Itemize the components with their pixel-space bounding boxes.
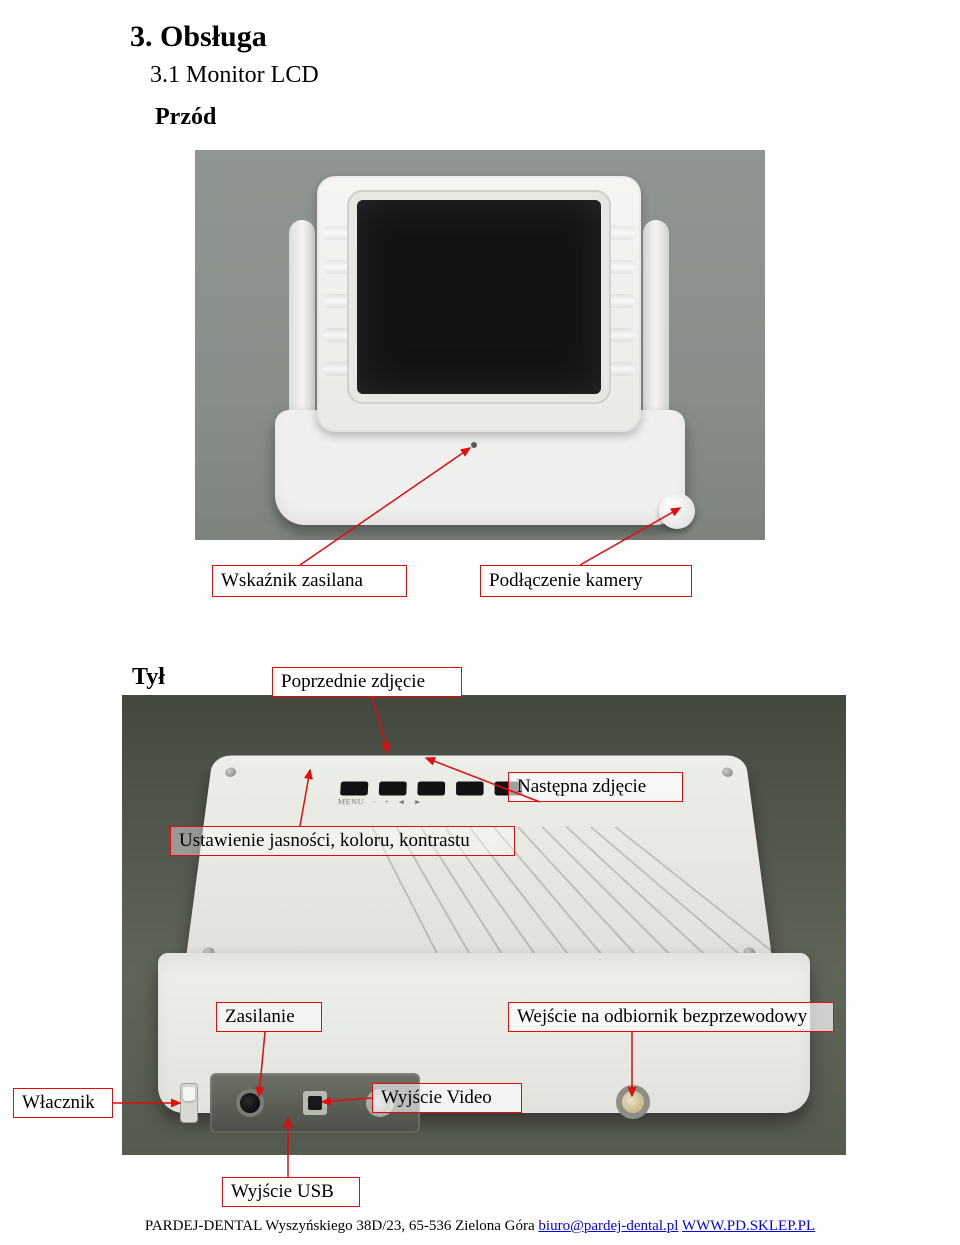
label-wireless-receiver-in: Wejście na odbiornik bezprzewodowy [508,1002,834,1032]
label-text: Ustawienie jasności, koloru, kontrastu [179,830,470,852]
label-next-photo: Następna zdjęcie [508,772,683,802]
front-photo [195,150,765,540]
front-title: Przód [155,104,216,131]
label-text: Podłączenie kamery [489,570,643,592]
back-title: Tył [132,664,165,691]
label-power-indicator: Wskaźnik zasilana [212,565,407,597]
label-brightness-color-contrast: Ustawienie jasności, koloru, kontrastu [170,826,515,856]
footer-url-link[interactable]: WWW.PD.SKLEP.PL [682,1218,815,1234]
label-text: Wyjście USB [231,1181,334,1203]
label-power-supply: Zasilanie [216,1002,322,1032]
label-text: Wyjście Video [381,1087,492,1109]
label-text: Następna zdjęcie [517,776,646,798]
label-camera-connection: Podłączenie kamery [480,565,692,597]
label-text: Poprzednie zdjęcie [281,671,425,693]
label-text: Zasilanie [225,1006,295,1028]
label-video-out: Wyjście Video [372,1083,522,1113]
subsection-heading: 3.1 Monitor LCD [150,62,319,89]
page-footer: PARDEJ-DENTAL Wyszyńskiego 38D/23, 65-53… [0,1218,960,1235]
label-usb-out: Wyjście USB [222,1177,360,1207]
label-switch: Włacznik [13,1088,113,1118]
footer-text: PARDEJ-DENTAL Wyszyńskiego 38D/23, 65-53… [145,1218,539,1234]
footer-email-link[interactable]: biuro@pardej-dental.pl [538,1218,678,1234]
label-text: Włacznik [22,1092,95,1114]
section-heading: 3. Obsługa [130,20,267,54]
label-prev-photo: Poprzednie zdjęcie [272,667,462,697]
label-text: Wejście na odbiornik bezprzewodowy [517,1006,807,1028]
label-text: Wskaźnik zasilana [221,570,363,592]
